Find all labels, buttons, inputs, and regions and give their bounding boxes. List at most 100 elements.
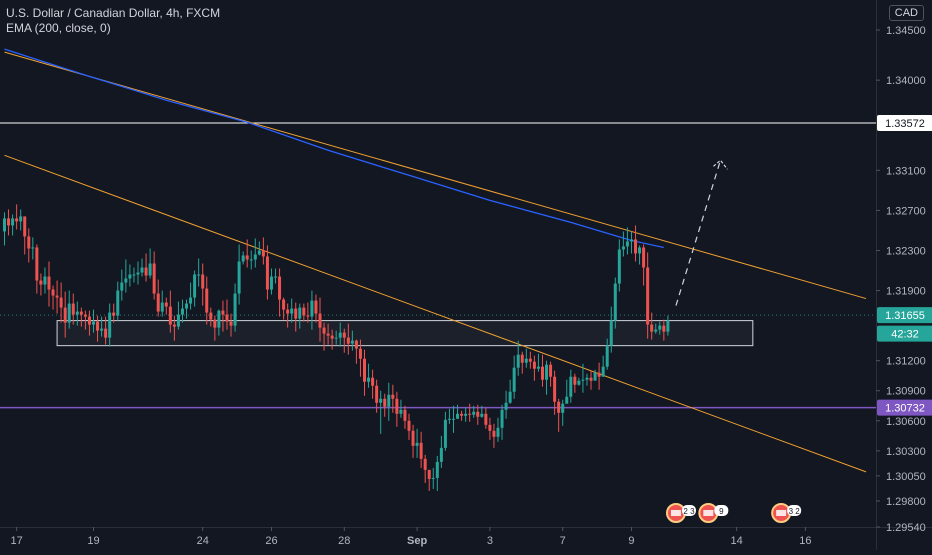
price-label-badge xyxy=(877,399,932,416)
candle-body xyxy=(379,398,383,403)
candle-body xyxy=(545,364,549,380)
candle-body xyxy=(557,401,561,413)
y-tick-label: 1.34500 xyxy=(886,25,926,37)
x-tick-label: 24 xyxy=(197,535,209,547)
price-axis[interactable]: 1.34500 1.34000 1.33100 1.32700 1.32300 1.319… xyxy=(876,25,932,534)
candle-body xyxy=(456,413,460,419)
candle-body xyxy=(561,403,565,413)
candle-body xyxy=(294,308,298,319)
y-tick-label: 1.31900 xyxy=(886,286,926,298)
candle-body xyxy=(71,303,75,315)
candle-body xyxy=(286,309,290,314)
time-axis[interactable]: 17 19 24 26 28 Sep 3 7 9 14 16 xyxy=(11,527,812,547)
candle-body xyxy=(532,361,536,369)
candle-body xyxy=(180,308,184,315)
candle-body xyxy=(265,256,269,290)
candle-body xyxy=(249,259,253,261)
trendline-1[interactable] xyxy=(4,51,867,300)
candle-body xyxy=(642,247,646,268)
indicator-label[interactable]: EMA (200, close, 0) xyxy=(6,21,111,35)
chart-legend: U.S. Dollar / Canadian Dollar, 4h, FXCM … xyxy=(6,6,220,36)
candle-body xyxy=(342,332,346,338)
candle-body xyxy=(496,427,500,437)
candle-body xyxy=(488,424,492,431)
y-tick-label: 1.30600 xyxy=(886,416,926,428)
price-label-badge xyxy=(877,325,932,342)
candle-body xyxy=(221,310,225,315)
candle-body xyxy=(19,216,23,222)
candle-body xyxy=(346,337,350,344)
event-flag-stripe xyxy=(703,510,714,516)
candle-body xyxy=(120,282,124,291)
candle-body xyxy=(318,313,322,328)
candle-body xyxy=(589,377,593,381)
candle-body xyxy=(585,377,589,380)
projection-layer xyxy=(675,159,728,306)
event-count-label: 3 2 xyxy=(789,507,801,516)
y-tick-label: 1.33100 xyxy=(886,165,926,177)
candle-body xyxy=(662,325,666,332)
event-count-badge xyxy=(681,505,696,516)
price-label-support: 1.30732 xyxy=(885,403,925,415)
candle-body xyxy=(51,289,55,296)
candle-body xyxy=(189,297,193,304)
trendline-2[interactable] xyxy=(4,154,867,473)
candle-body xyxy=(601,366,605,377)
support-zone-rectangle[interactable] xyxy=(56,320,754,347)
candle-body xyxy=(516,354,520,368)
candle-body xyxy=(577,380,581,385)
event-flag-stripe xyxy=(670,510,681,516)
candle-body xyxy=(205,288,209,313)
currency-badge[interactable]: CAD xyxy=(888,5,924,21)
price-label-resistance: 1.33572 xyxy=(885,118,925,130)
y-tick-label: 1.34000 xyxy=(886,75,926,87)
candle-body xyxy=(443,419,447,448)
events-layer[interactable]: 2 3 9 3 2 xyxy=(665,503,802,523)
candle-body xyxy=(35,247,39,281)
candle-body xyxy=(334,337,338,339)
candle-body xyxy=(472,411,476,415)
candle-body xyxy=(310,300,314,317)
candle-body xyxy=(480,413,484,417)
candle-body xyxy=(233,293,237,326)
candle-body xyxy=(3,218,6,232)
candle-body xyxy=(654,329,658,332)
candle-body xyxy=(350,340,354,344)
trendlines xyxy=(4,51,867,473)
candle-body xyxy=(282,299,286,310)
candle-body xyxy=(261,250,265,257)
candle-body xyxy=(104,328,108,338)
symbol-title[interactable]: U.S. Dollar / Canadian Dollar, 4h, FXCM xyxy=(6,6,221,20)
candle-body xyxy=(290,308,294,314)
candle-body xyxy=(508,391,512,403)
candle-body xyxy=(79,311,83,315)
price-label-countdown: 42:32 xyxy=(891,329,919,341)
candle-body xyxy=(399,409,403,414)
candle-body xyxy=(658,325,662,330)
candle-body xyxy=(435,461,439,478)
candle-body xyxy=(540,366,544,380)
ema-line xyxy=(4,48,664,249)
x-tick-label: 14 xyxy=(731,535,743,547)
candle-body xyxy=(168,306,172,325)
candle-body xyxy=(468,413,472,415)
candle-body xyxy=(136,272,140,275)
projection-path[interactable] xyxy=(675,160,722,306)
candle-body xyxy=(395,398,399,414)
candle-body xyxy=(298,307,302,319)
candle-body xyxy=(629,239,633,242)
x-tick-label: 17 xyxy=(11,535,23,547)
x-tick-label: Sep xyxy=(407,535,427,547)
candle-body xyxy=(302,307,306,316)
candle-body xyxy=(11,218,15,226)
projection-arrowhead xyxy=(713,159,728,170)
candle-body xyxy=(504,402,508,410)
candle-body xyxy=(132,274,136,276)
candle-body xyxy=(638,247,642,254)
candle-body xyxy=(423,458,427,470)
candle-body xyxy=(91,321,95,325)
candle-body xyxy=(476,411,480,417)
